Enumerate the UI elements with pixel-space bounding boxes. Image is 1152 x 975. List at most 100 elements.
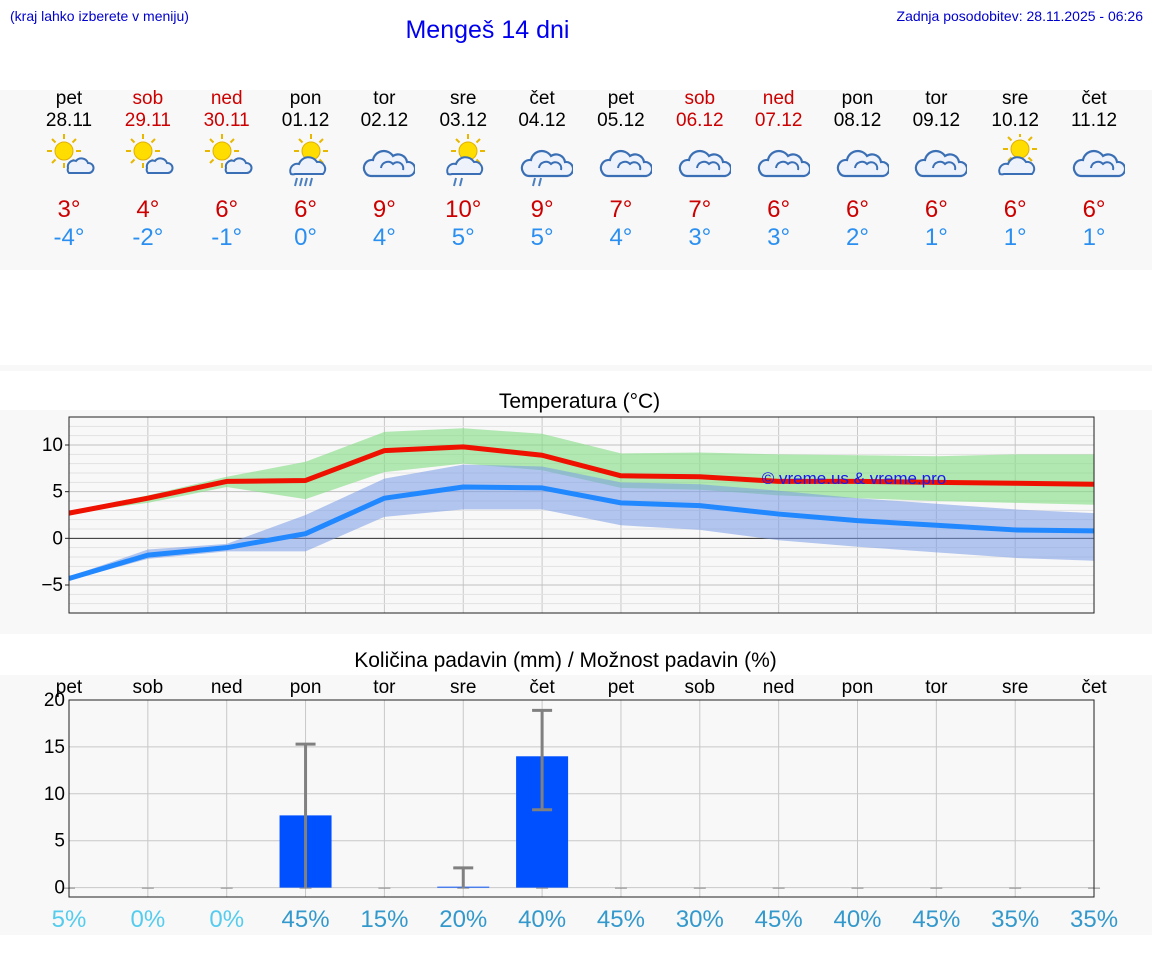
category-label: tor (373, 677, 396, 698)
sun-cloud-icon (44, 134, 100, 182)
last-update: Zadnja posodobitev: 28.11.2025 - 06:26 (896, 8, 1143, 24)
precip-probability: 45% (597, 906, 645, 933)
sun-cloud-icon (123, 134, 179, 182)
day-date: 07.12 (754, 110, 803, 131)
day-tmax: 6° (767, 196, 791, 223)
day-name: tor (373, 88, 396, 109)
day-name: sre (1001, 88, 1029, 109)
day-tmax: 6° (294, 196, 318, 223)
day-date: 01.12 (281, 110, 330, 131)
cloud-icon (833, 134, 890, 182)
plot-frame (68, 699, 1095, 898)
day-date: 05.12 (597, 110, 645, 131)
day-name: pon (289, 88, 322, 109)
day-tmin: 3° (767, 224, 791, 251)
precip-probability: 40% (833, 906, 881, 933)
day-date: 03.12 (439, 110, 488, 131)
precip-probability: 45% (912, 906, 960, 933)
day-tmax: 9° (372, 196, 396, 223)
precip-probability: 40% (518, 906, 566, 933)
chart-title: Količina padavin (mm) / Možnost padavin … (354, 649, 777, 672)
y-tick-label: 5 (54, 831, 65, 852)
day-tmin: 2° (846, 224, 869, 251)
y-tick-label: −5 (41, 575, 63, 596)
day-tmax: 7° (609, 196, 633, 223)
precipitation-chart: 20 15 10 5 0 Količina padavin (mm) / Možnost … (44, 649, 1118, 933)
category-label: čet (1081, 677, 1107, 698)
cloud-icon (359, 134, 417, 182)
day-date: 08.12 (833, 110, 882, 131)
day-tmax: 6° (846, 196, 869, 223)
location-hint: (kraj lahko izberete v meniju) (10, 8, 189, 24)
y-tick-label: 0 (52, 528, 63, 549)
y-tick-label: 5 (52, 482, 63, 503)
y-tick-label: 0 (54, 878, 65, 899)
category-label: pet (608, 677, 635, 698)
category-label: pon (842, 677, 874, 698)
line-max (68, 444, 1095, 516)
category-label: tor (925, 677, 948, 698)
day-tmin: -2° (132, 224, 164, 251)
category-label: čet (529, 677, 555, 698)
day-tmax: 3° (57, 196, 81, 223)
plot-frame (68, 416, 1095, 614)
line-min (68, 484, 1095, 581)
day-tmin: 5° (530, 224, 554, 251)
page-title: Mengeš 14 dni (405, 16, 570, 44)
day-name: sre (450, 88, 477, 109)
day-tmin: 4° (372, 224, 396, 251)
cloud-icon (754, 134, 811, 182)
day-name: sob (684, 88, 716, 109)
day-tmax: 10° (445, 196, 482, 223)
cloud-icon (911, 134, 969, 182)
category-label: ned (763, 677, 795, 698)
band-max (69, 428, 1095, 514)
day-tmin: 0° (294, 224, 318, 251)
day-date: 28.11 (45, 110, 93, 131)
day-tmax: 4° (136, 196, 160, 223)
plot-area (69, 700, 1094, 897)
day-tmax: 7° (688, 196, 712, 223)
precip-probability: 45% (282, 906, 330, 933)
day-tmin: 5° (451, 224, 475, 251)
day-tmax: 6° (1082, 196, 1106, 223)
watermark: © vreme.us & vreme.pro (762, 469, 946, 488)
day-tmin: 3° (688, 224, 712, 251)
forecast-strip (0, 90, 1152, 270)
precip-probability: 0% (209, 906, 244, 933)
category-label: sob (133, 677, 164, 698)
day-date: 29.11 (124, 110, 171, 131)
day-name: pet (607, 88, 635, 109)
y-tick-label: 15 (44, 737, 65, 758)
precip-probability: 35% (1070, 906, 1118, 933)
cloud-icon (675, 134, 732, 182)
precip-probability: 20% (439, 906, 487, 933)
sun-cloud-big-icon (990, 132, 1046, 182)
sun-cloud-icon (202, 134, 258, 182)
sun-drizzle-icon (438, 134, 494, 187)
cloud-icon (596, 134, 654, 182)
day-name: pet (55, 88, 83, 109)
day-name: tor (925, 88, 948, 109)
category-label: sre (450, 677, 476, 698)
precip-probability: 5% (52, 906, 87, 933)
day-date: 30.11 (203, 110, 250, 131)
y-tick-label: 10 (42, 435, 63, 456)
day-tmin: -1° (211, 224, 243, 251)
precip-probability: 45% (755, 906, 803, 933)
day-date: 10.12 (991, 110, 1039, 131)
precip-probability: 30% (676, 906, 724, 933)
day-tmax: 6° (215, 196, 239, 223)
day-tmax: 6° (1003, 196, 1027, 223)
precip-probability: 15% (360, 906, 408, 933)
day-date: 02.12 (360, 110, 409, 131)
chart-title: Temperatura (°C) (499, 390, 660, 413)
category-label: pon (290, 677, 322, 698)
day-date: 11.12 (1070, 110, 1118, 131)
day-tmin: 1° (1003, 224, 1027, 251)
day-tmax: 6° (924, 196, 948, 223)
cloud-drizzle-icon (517, 134, 575, 187)
day-tmin: 1° (924, 224, 948, 251)
category-label: ned (211, 677, 243, 698)
sun-rain-icon (281, 134, 337, 187)
